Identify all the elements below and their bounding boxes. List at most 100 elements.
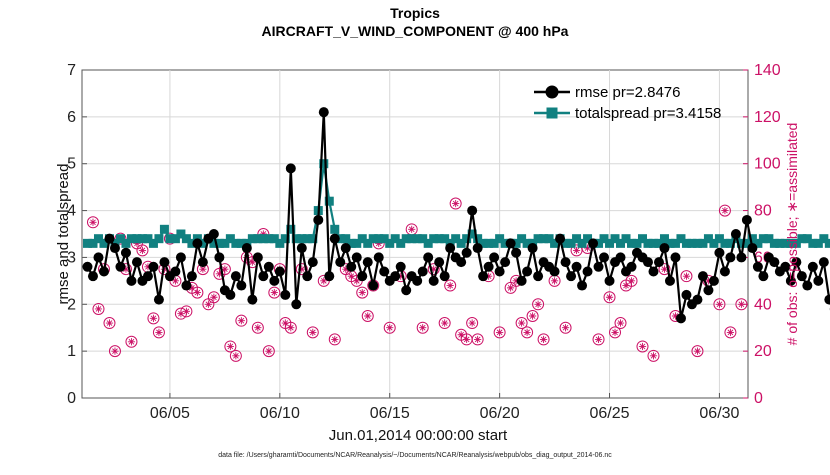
obs-assimilated-star: [683, 273, 690, 280]
rmse-point: [594, 262, 604, 272]
rmse-point: [93, 252, 103, 262]
rmse-point: [605, 276, 615, 286]
rmse-point: [709, 276, 719, 286]
rmse-point: [258, 271, 268, 281]
rmse-point: [489, 252, 499, 262]
rmse-point: [143, 271, 153, 281]
y-tick-label: 6: [67, 109, 76, 126]
y-right-tick-label: 140: [754, 62, 781, 79]
obs-assimilated-star: [227, 343, 234, 350]
rmse-point: [401, 285, 411, 295]
totalspread-point: [160, 225, 169, 234]
rmse-point: [616, 252, 626, 262]
rmse-point: [379, 266, 389, 276]
rmse-point: [319, 107, 329, 117]
rmse-point: [577, 281, 587, 291]
rmse-point: [758, 271, 768, 281]
obs-assimilated-star: [447, 282, 454, 289]
rmse-point: [769, 257, 779, 267]
rmse-point: [346, 262, 356, 272]
rmse-point: [555, 234, 565, 244]
obs-assimilated-star: [529, 312, 536, 319]
obs-assimilated-star: [265, 348, 272, 355]
rmse-point: [297, 243, 307, 253]
obs-assimilated-star: [139, 247, 146, 254]
rmse-point: [104, 234, 114, 244]
x-tick-label: 06/25: [590, 405, 630, 422]
obs-assimilated-star: [595, 336, 602, 343]
rmse-point: [747, 243, 757, 253]
rmse-point: [808, 262, 818, 272]
rmse-point: [478, 271, 488, 281]
legend-rmse-marker: [546, 86, 559, 99]
rmse-point: [115, 262, 125, 272]
rmse-point: [154, 295, 164, 305]
rmse-point: [236, 281, 246, 291]
totalspread-point: [825, 239, 830, 248]
rmse-point: [742, 215, 752, 225]
x-tick-label: 06/20: [480, 405, 520, 422]
rmse-point: [148, 262, 158, 272]
rmse-point: [159, 257, 169, 267]
rmse-point: [423, 252, 433, 262]
rmse-point: [753, 262, 763, 272]
rmse-point: [627, 262, 637, 272]
rmse-point: [247, 295, 257, 305]
rmse-point: [703, 285, 713, 295]
x-tick-label: 06/05: [150, 405, 190, 422]
rmse-point: [302, 271, 312, 281]
rmse-point: [588, 238, 598, 248]
y-tick-label: 0: [67, 390, 76, 407]
rmse-point: [225, 290, 235, 300]
x-tick-label: 06/15: [370, 405, 410, 422]
rmse-point: [242, 243, 252, 253]
rmse-point: [473, 243, 483, 253]
rmse-point: [528, 243, 538, 253]
obs-assimilated-star: [238, 317, 245, 324]
legend-rmse-label: rmse pr=2.8476: [575, 84, 680, 101]
rmse-point: [374, 252, 384, 262]
rmse-point: [698, 271, 708, 281]
rmse-point: [330, 234, 340, 244]
obs-assimilated-star: [474, 336, 481, 343]
rmse-point: [654, 257, 664, 267]
y-right-tick-label: 100: [754, 156, 781, 173]
x-tick-label: 06/10: [260, 405, 300, 422]
obs-assimilated-star: [309, 329, 316, 336]
obs-assimilated-star: [611, 329, 618, 336]
y-right-tick-label: 0: [754, 390, 763, 407]
rmse-point: [324, 271, 334, 281]
y-axis-right-label: # of obs: o=possible; ∗=assimilated: [784, 123, 800, 346]
obs-assimilated-star: [452, 200, 459, 207]
rmse-point: [819, 257, 829, 267]
obs-assimilated-star: [540, 336, 547, 343]
rmse-point: [670, 252, 680, 262]
x-axis-label: Jun.01,2014 00:00:00 start: [329, 427, 508, 444]
obs-assimilated-star: [727, 329, 734, 336]
obs-assimilated-star: [628, 277, 635, 284]
rmse-point: [517, 276, 527, 286]
rmse-point: [198, 257, 208, 267]
data-file-footnote: data file: /Users/gharamti/Documents/NCA…: [218, 452, 612, 459]
rmse-point: [214, 252, 224, 262]
totalspread-point: [154, 234, 163, 243]
rmse-point: [132, 257, 142, 267]
rmse-point: [533, 271, 543, 281]
rmse-point: [110, 243, 120, 253]
rmse-point: [462, 248, 472, 258]
rmse-point: [308, 257, 318, 267]
rmse-point: [681, 290, 691, 300]
rmse-point: [181, 281, 191, 291]
rmse-point: [335, 257, 345, 267]
rmse-point: [192, 238, 202, 248]
rmse-point: [209, 229, 219, 239]
rmse-point: [176, 252, 186, 262]
rmse-point: [231, 271, 241, 281]
obs-assimilated-star: [496, 329, 503, 336]
rmse-point: [126, 276, 136, 286]
y-tick-label: 1: [67, 343, 76, 360]
obs-assimilated-star: [183, 308, 190, 315]
obs-assimilated-star: [463, 336, 470, 343]
